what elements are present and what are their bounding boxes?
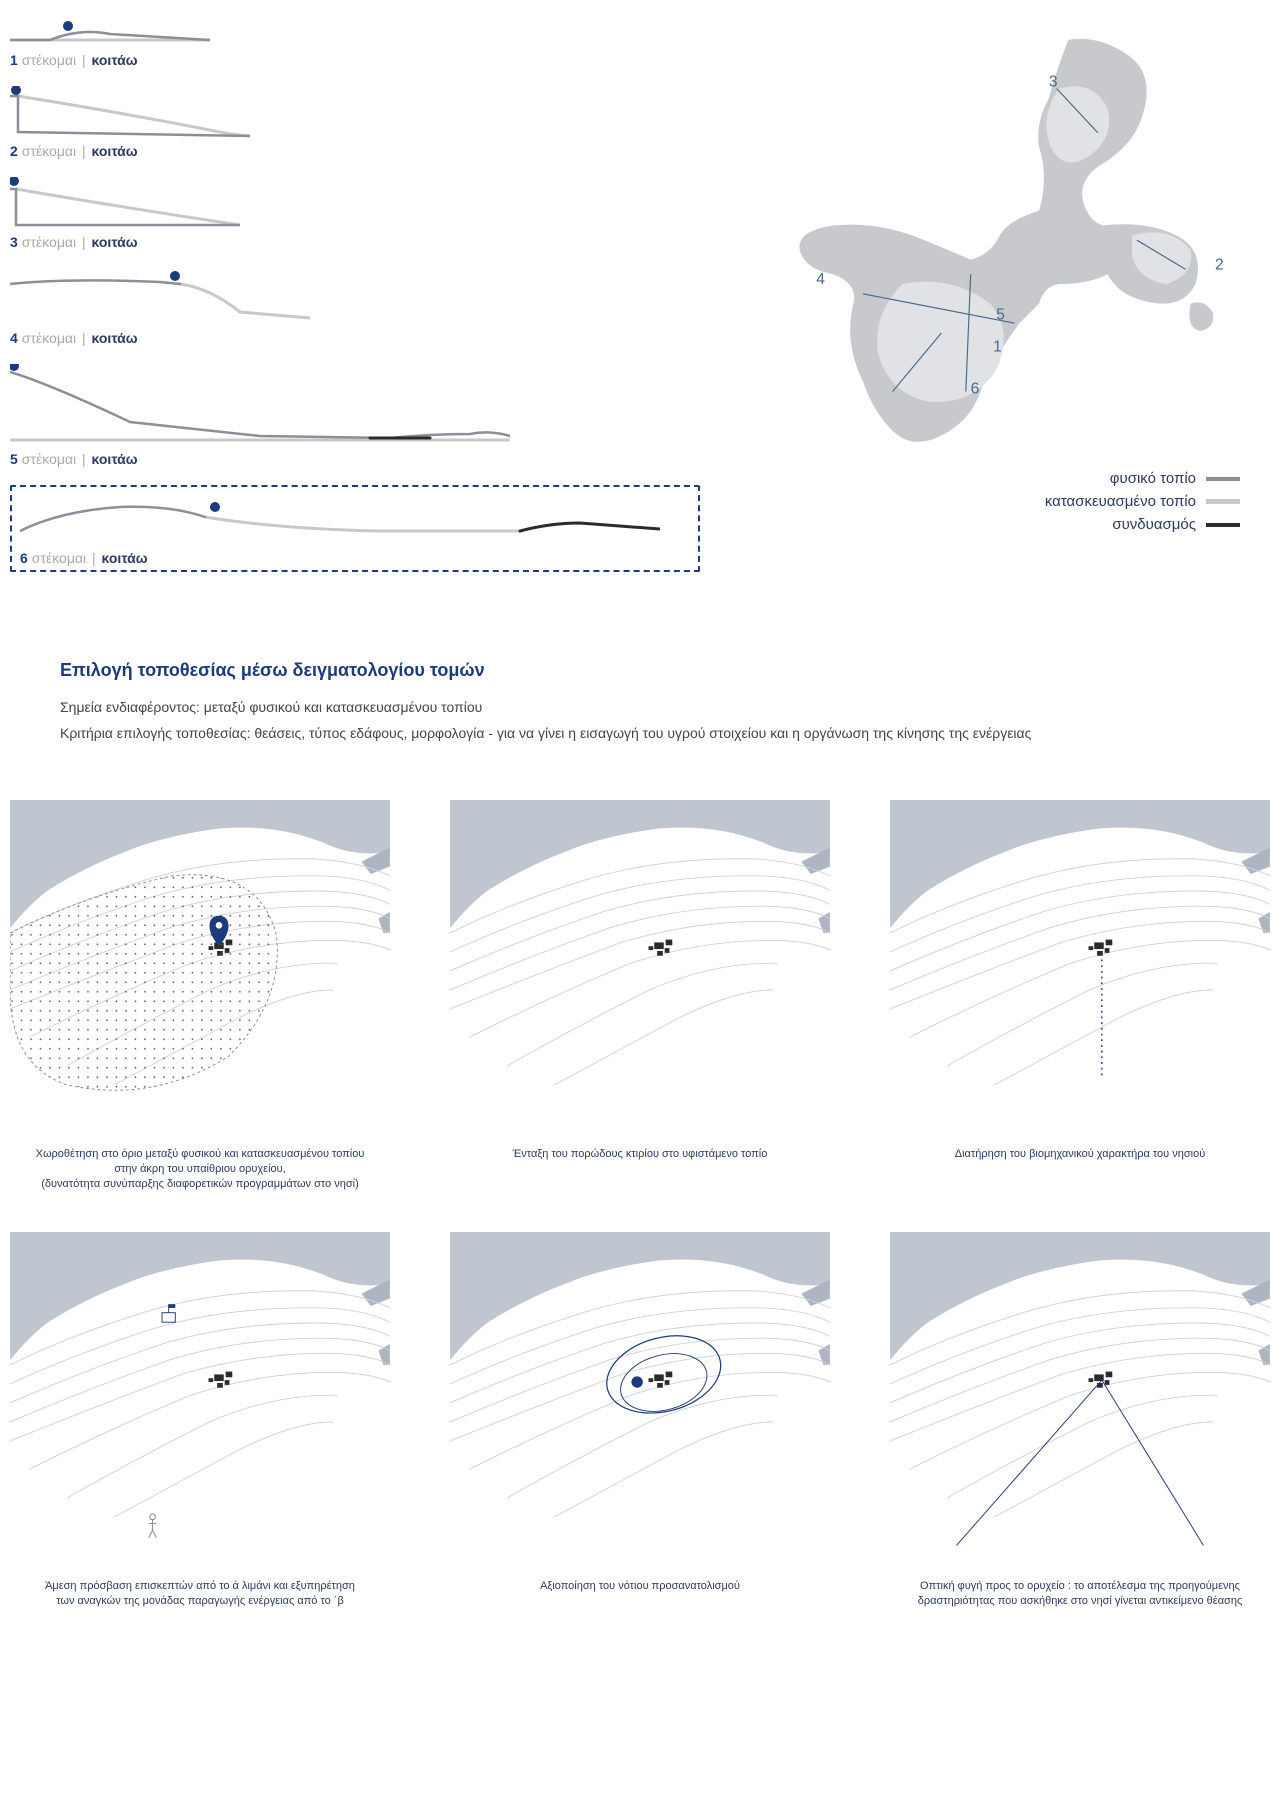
legend-swatch [1206, 499, 1240, 504]
legend-label: φυσικό τοπίο [1110, 470, 1196, 487]
thumbnail-cell-5: Αξιοποίηση του νότιου προσανατολισμού [450, 1232, 830, 1609]
sections-column: 1στέκομαι | κοιτάω2στέκομαι | κοιτάω3στέ… [10, 10, 700, 590]
section-profile-2 [10, 86, 250, 141]
section-row-5: 5στέκομαι | κοιτάω [10, 364, 700, 467]
port-b-icon [149, 1514, 157, 1538]
building-icon [209, 1372, 233, 1388]
legend-swatch [1206, 477, 1240, 481]
label-pipe: | [82, 451, 86, 467]
section-profile-5 [10, 364, 510, 449]
building-icon [649, 940, 673, 956]
section-number: 5 [10, 451, 18, 467]
map-number-3: 3 [1049, 74, 1058, 91]
legend-label: συνδυασμός [1112, 516, 1196, 533]
top-panel: 1στέκομαι | κοιτάω2στέκομαι | κοιτάω3στέ… [0, 0, 1280, 640]
section-profile-3 [10, 177, 240, 232]
label-stand: στέκομαι [22, 451, 76, 467]
section-number: 2 [10, 143, 18, 159]
legend-row: συνδυασμός [1045, 516, 1250, 533]
section-profile-1 [10, 10, 210, 50]
thumbnail-cell-4: Άμεση πρόσβαση επισκεπτών από το ά λιμάν… [10, 1232, 390, 1609]
section-number: 6 [20, 550, 28, 566]
section-label-6: 6στέκομαι | κοιτάω [20, 550, 690, 566]
label-pipe: | [82, 330, 86, 346]
section-row-4: 4στέκομαι | κοιτάω [10, 268, 700, 346]
map-number-1: 1 [993, 339, 1002, 356]
legend-label: κατασκευασμένο τοπίο [1045, 493, 1196, 510]
building-icon [649, 1372, 673, 1388]
section-label-3: 3στέκομαι | κοιτάω [10, 234, 700, 250]
viewpoint-dot [10, 177, 19, 186]
mid-text-block: Επιλογή τοποθεσίας μέσω δειγματολογίου τ… [60, 660, 1240, 751]
thumbnail-2 [450, 800, 830, 1135]
viewpoint-dot [10, 364, 19, 371]
section-row-3: 3στέκομαι | κοιτάω [10, 177, 700, 250]
thumbnail-cell-3: Διατήρηση του βιομηχανικού χαρακτήρα του… [890, 800, 1270, 1192]
mid-line-2: Κριτήρια επιλογής τοποθεσίας: θεάσεις, τ… [60, 725, 1240, 741]
thumbnail-caption-4: Άμεση πρόσβαση επισκεπτών από το ά λιμάν… [10, 1579, 390, 1609]
label-stand: στέκομαι [22, 234, 76, 250]
thumbnail-6 [890, 1232, 1270, 1567]
label-look: κοιτάω [92, 234, 138, 250]
viewpoint-dot [11, 86, 21, 95]
thumbnail-1 [10, 800, 390, 1135]
thumbnail-caption-1: Χωροθέτηση στο όριο μεταξύ φυσικού και κ… [10, 1147, 390, 1192]
label-stand: στέκομαι [32, 550, 86, 566]
map-number-4: 4 [816, 271, 825, 288]
section-label-1: 1στέκομαι | κοιτάω [10, 52, 700, 68]
building-icon [1089, 940, 1113, 956]
mid-line-1: Σημεία ενδιαφέροντος: μεταξύ φυσικού και… [60, 699, 1240, 715]
label-stand: στέκομαι [22, 143, 76, 159]
viewpoint-dot [170, 271, 180, 281]
viewpoint-dot [210, 502, 220, 512]
thumbnail-caption-6: Οπτική φυγή προς το ορυχείο : το αποτέλε… [890, 1579, 1270, 1609]
map-number-5: 5 [996, 306, 1005, 323]
section-label-5: 5στέκομαι | κοιτάω [10, 451, 700, 467]
mid-title: Επιλογή τοποθεσίας μέσω δειγματολογίου τ… [60, 660, 1240, 681]
section-number: 3 [10, 234, 18, 250]
thumbnail-caption-5: Αξιοποίηση του νότιου προσανατολισμού [450, 1579, 830, 1594]
section-number: 1 [10, 52, 18, 68]
section-row-1: 1στέκομαι | κοιτάω [10, 10, 700, 68]
label-stand: στέκομαι [22, 330, 76, 346]
label-pipe: | [92, 550, 96, 566]
section-row-2: 2στέκομαι | κοιτάω [10, 86, 700, 159]
thumbnail-caption-3: Διατήρηση του βιομηχανικού χαρακτήρα του… [890, 1147, 1270, 1162]
section-label-4: 4στέκομαι | κοιτάω [10, 330, 700, 346]
section-number: 4 [10, 330, 18, 346]
thumbnail-cell-1: Χωροθέτηση στο όριο μεταξύ φυσικού και κ… [10, 800, 390, 1192]
thumbnail-4 [10, 1232, 390, 1567]
section-profile-4 [10, 268, 310, 328]
label-look: κοιτάω [92, 451, 138, 467]
label-look: κοιτάω [92, 143, 138, 159]
thumbnail-5 [450, 1232, 830, 1567]
thumbnail-3 [890, 800, 1270, 1135]
map-number-2: 2 [1215, 256, 1224, 273]
label-look: κοιτάω [92, 52, 138, 68]
label-look: κοιτάω [102, 550, 148, 566]
building-icon [1089, 1372, 1113, 1388]
section-profile-6 [20, 493, 660, 548]
viewpoint-dot [63, 21, 73, 31]
label-look: κοιτάω [92, 330, 138, 346]
thumbnail-grid: Χωροθέτηση στο όριο μεταξύ φυσικού και κ… [0, 800, 1280, 1609]
thumbnail-cell-6: Οπτική φυγή προς το ορυχείο : το αποτέλε… [890, 1232, 1270, 1609]
map-number-6: 6 [971, 381, 980, 398]
label-stand: στέκομαι [22, 52, 76, 68]
label-pipe: | [82, 52, 86, 68]
section-label-2: 2στέκομαι | κοιτάω [10, 143, 700, 159]
thumbnail-caption-2: Ένταξη του πορώδους κτιρίου στο υφιστάμε… [450, 1147, 830, 1162]
section-row-6: 6στέκομαι | κοιτάω [10, 485, 700, 572]
legend-row: κατασκευασμένο τοπίο [1045, 493, 1250, 510]
thumbnail-cell-2: Ένταξη του πορώδους κτιρίου στο υφιστάμε… [450, 800, 830, 1192]
orientation-dot [631, 1376, 642, 1387]
legend-swatch [1206, 523, 1240, 527]
legend: φυσικό τοπίο κατασκευασμένο τοπίο συνδυασμ… [1045, 470, 1250, 539]
label-pipe: | [82, 143, 86, 159]
island-map: 1 2 3 4 5 6 [740, 30, 1260, 460]
label-pipe: | [82, 234, 86, 250]
legend-row: φυσικό τοπίο [1045, 470, 1250, 487]
